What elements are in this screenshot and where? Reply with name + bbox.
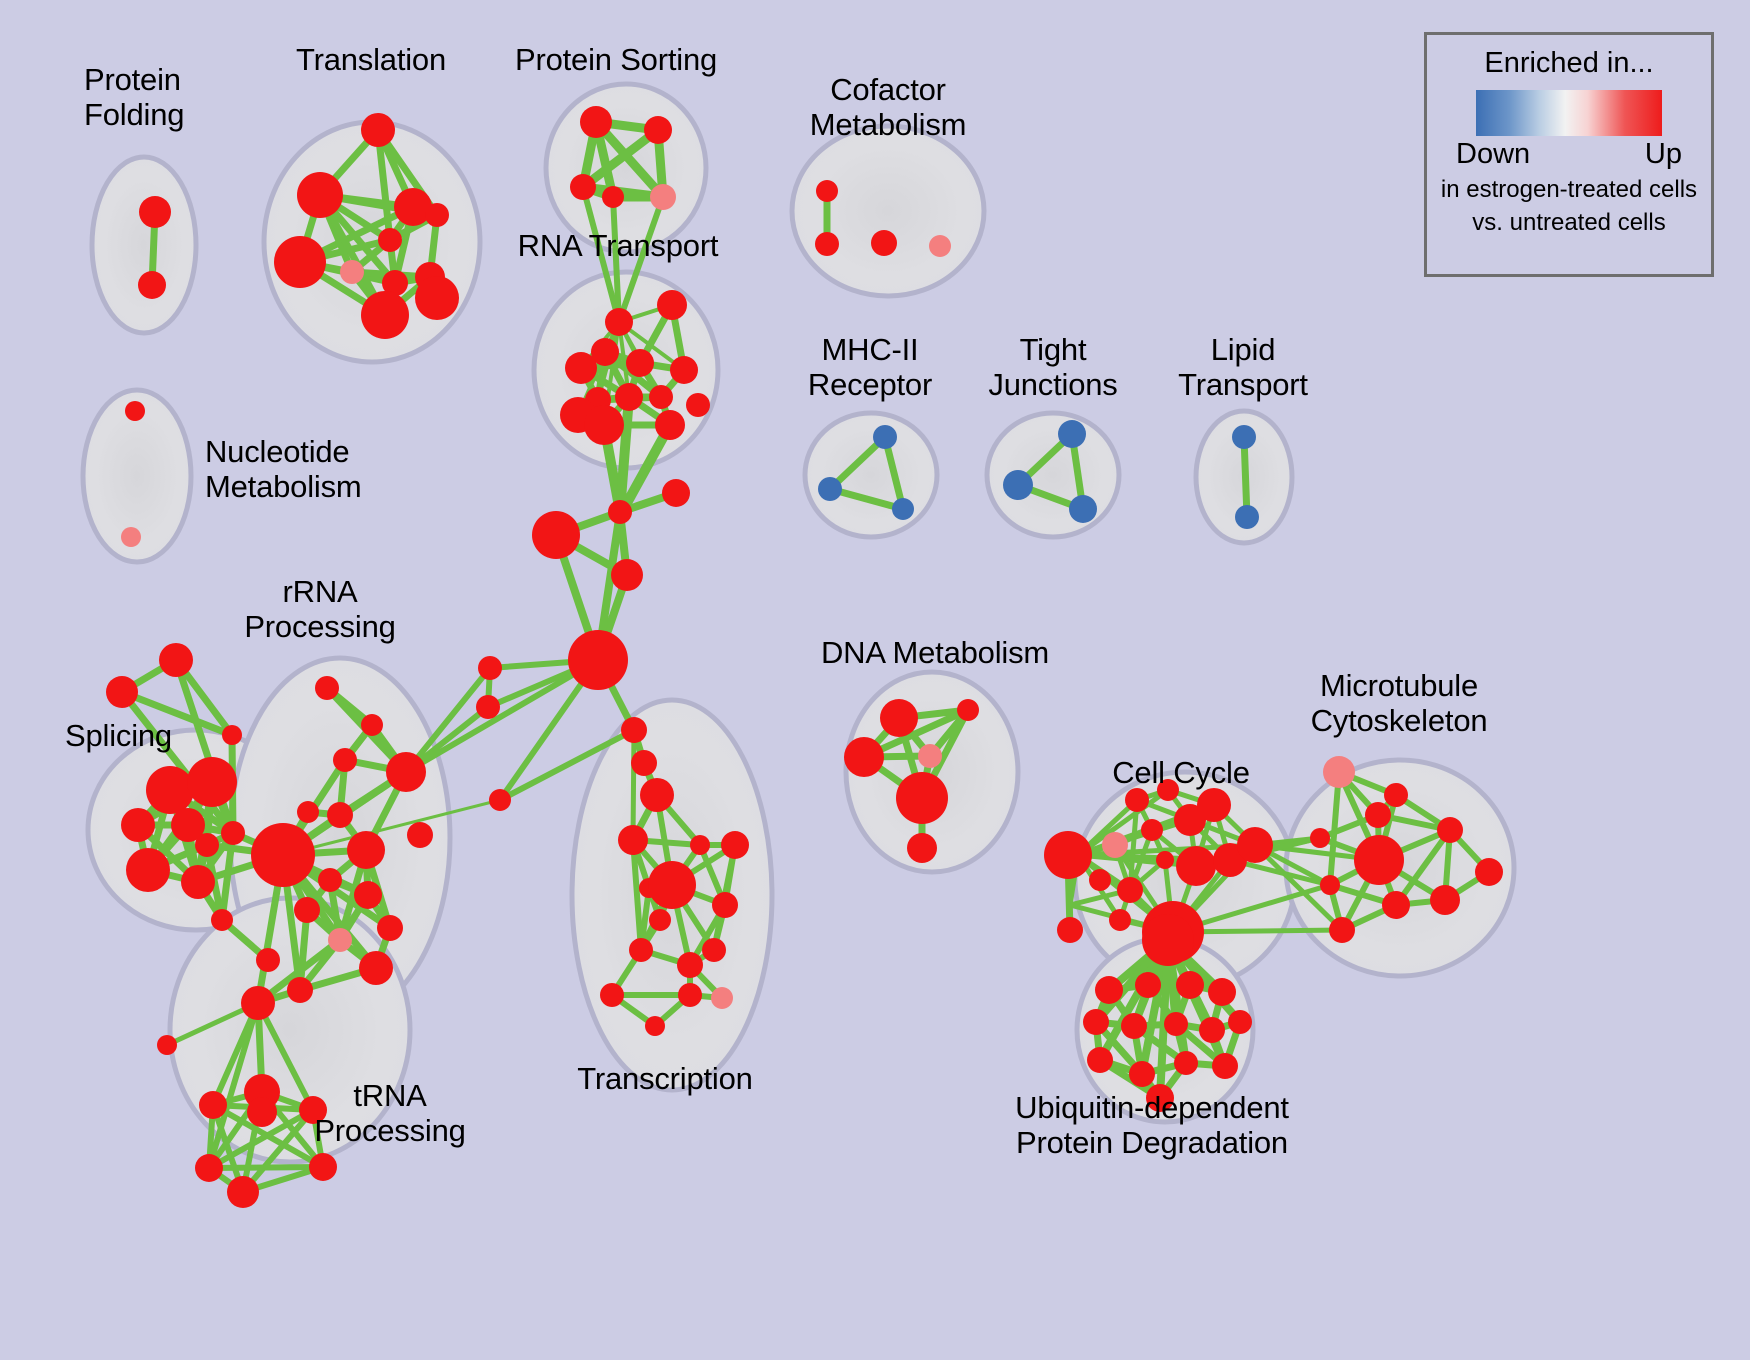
- label-mhc-ii-receptor: MHC-II Receptor: [807, 332, 933, 402]
- label-protein-sorting: Protein Sorting: [514, 42, 718, 77]
- legend-title: Enriched in...: [1484, 47, 1654, 79]
- label-tight-junctions: Tight Junctions: [988, 332, 1118, 402]
- legend-color-gradient-bar: [1476, 90, 1662, 136]
- network-nodes: [106, 106, 1503, 1208]
- cluster-ellipse-mhc-ii-receptor: [802, 410, 940, 540]
- label-protein-folding: Protein Folding: [84, 62, 185, 132]
- cluster-ellipse-protein-sorting: [543, 81, 709, 255]
- label-translation: Translation: [296, 42, 446, 77]
- label-trna-processing: tRNA Processing: [314, 1078, 466, 1148]
- label-lipid-transport: Lipid Transport: [1178, 332, 1308, 402]
- cluster-ellipse-protein-folding: [89, 154, 199, 336]
- label-transcription: Transcription: [577, 1061, 753, 1096]
- legend-panel: Enriched in... Down Up in estrogen-treat…: [1424, 32, 1714, 277]
- label-splicing: Splicing: [65, 718, 172, 753]
- legend-high-label: Up: [1644, 138, 1682, 170]
- label-cofactor-metabolism: Cofactor Metabolism: [809, 72, 967, 142]
- cluster-ellipse-nucleotide-metabolism: [80, 387, 194, 565]
- cluster-ellipse-tight-junctions: [984, 410, 1122, 540]
- label-microtubule-cytoskeleton: Microtubule Cytoskeleton: [1310, 668, 1488, 738]
- label-cell-cycle: Cell Cycle: [1112, 755, 1250, 790]
- legend-caption-line1: in estrogen-treated cells: [1440, 176, 1698, 203]
- label-rrna-processing: rRNA Processing: [244, 574, 396, 644]
- label-ubiquitin-protein-degradation: Ubiquitin-dependent Protein Degradation: [1015, 1090, 1289, 1160]
- cluster-ellipse-cofactor-metabolism: [789, 123, 987, 299]
- legend-caption-line2: vs. untreated cells: [1472, 209, 1666, 236]
- label-dna-metabolism: DNA Metabolism: [820, 635, 1050, 670]
- label-nucleotide-metabolism: Nucleotide Metabolism: [205, 434, 362, 504]
- label-rna-transport: RNA Transport: [517, 228, 719, 263]
- legend-low-label: Down: [1456, 138, 1531, 170]
